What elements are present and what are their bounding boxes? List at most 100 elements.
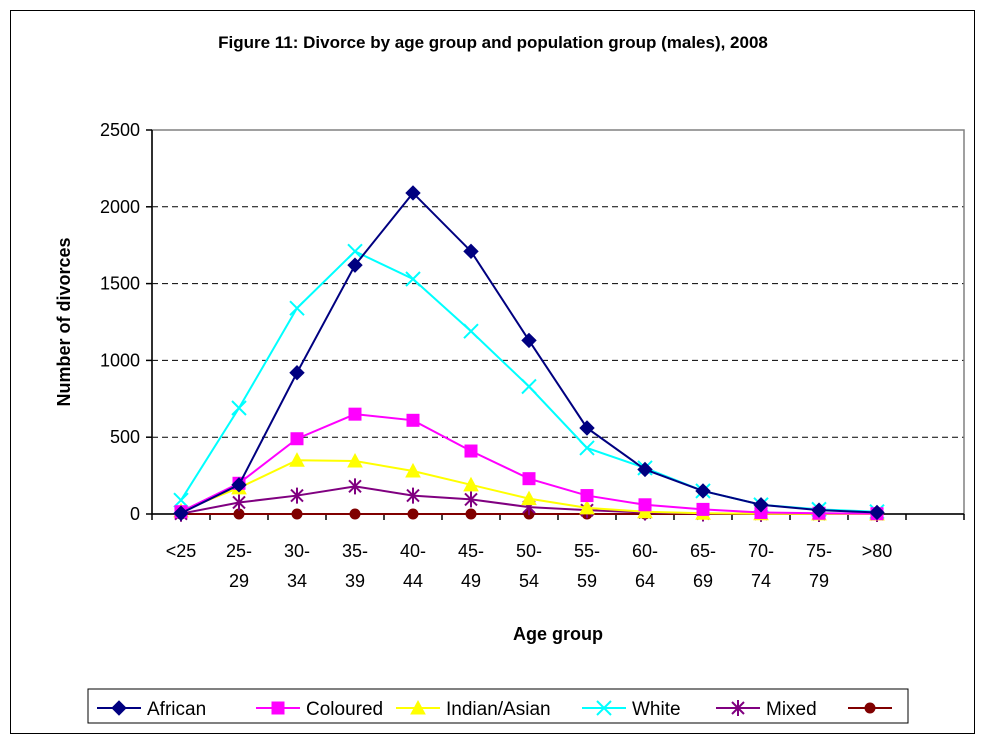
x-tick-label: 44: [403, 571, 423, 591]
x-tick-label: 55-: [574, 541, 600, 561]
data-point: [173, 505, 189, 521]
x-tick-label: 54: [519, 571, 539, 591]
x-tick-label: 75-: [806, 541, 832, 561]
legend-label: African: [147, 699, 206, 720]
data-point: [347, 452, 363, 468]
x-tick-label: 79: [809, 571, 829, 591]
data-point: [407, 508, 419, 520]
legend-item-mixed: Mixed: [716, 699, 817, 720]
y-tick-label: 1500: [100, 274, 140, 294]
data-point: [289, 364, 305, 381]
data-point: [464, 444, 478, 458]
data-point: [233, 508, 245, 520]
y-tick-label: 1000: [100, 350, 140, 370]
x-tick-label: 50-: [516, 541, 542, 561]
legend-marker: [596, 700, 612, 716]
x-tick-label: 30-: [284, 541, 310, 561]
data-point: [231, 400, 247, 416]
data-point: [348, 407, 362, 421]
data-point: [638, 498, 652, 512]
x-tick-label: 60-: [632, 541, 658, 561]
y-tick-label: 0: [130, 504, 140, 524]
data-point: [463, 476, 479, 492]
x-tick-label: 64: [635, 571, 655, 591]
x-tick-label: 45-: [458, 541, 484, 561]
legend-marker: [410, 699, 426, 715]
data-point: [405, 462, 421, 478]
legend-box: [87, 688, 909, 724]
legend-marker: [271, 701, 285, 715]
legend-marker: [731, 700, 745, 716]
data-point: [289, 300, 305, 316]
legend: African Coloured Indian/Asian White Mixed: [97, 699, 892, 720]
y-tick-label: 2500: [100, 120, 140, 140]
x-tick-label: 65-: [690, 541, 716, 561]
data-point: [406, 487, 420, 504]
gridlines: [152, 206, 964, 438]
series-african: [173, 185, 885, 521]
data-point: [521, 332, 537, 349]
data-point: [405, 271, 421, 287]
x-tick-label: 35-: [342, 541, 368, 561]
legend-item-coloured: Coloured: [256, 699, 383, 720]
data-point: [405, 185, 421, 201]
data-point: [231, 477, 247, 493]
x-axis: <25 25- 29 30- 34 35- 39 40- 44 45- 49 50- 54 55- 59 60…: [151, 513, 965, 591]
x-axis-title: Age group: [513, 624, 603, 644]
data-point: [290, 432, 304, 446]
data-point: [521, 490, 537, 506]
legend-marker: [111, 700, 127, 716]
data-point: [463, 243, 479, 260]
legend-item-unnamed: [848, 702, 892, 714]
data-point: [347, 257, 363, 273]
data-point: [811, 502, 827, 518]
data-point: [348, 478, 362, 495]
x-tick-label: 74: [751, 571, 771, 591]
data-point: [753, 497, 769, 513]
y-axis-title: Number of divorces: [54, 237, 74, 406]
legend-label: Mixed: [766, 699, 817, 720]
x-tick-label: <25: [166, 541, 197, 561]
x-tick-label: >80: [862, 541, 893, 561]
series-layer: [173, 185, 885, 522]
y-axis: 0 500 1000 1500 2000 2500: [100, 120, 153, 524]
data-point: [579, 440, 595, 456]
y-tick-label: 500: [110, 427, 140, 447]
data-point: [580, 489, 594, 503]
legend-label: Indian/Asian: [446, 699, 551, 720]
x-tick-label: 70-: [748, 541, 774, 561]
data-point: [232, 494, 246, 511]
data-point: [406, 413, 420, 427]
data-point: [869, 504, 885, 521]
data-point: [522, 472, 536, 486]
data-point: [463, 323, 479, 339]
legend-label: Coloured: [306, 699, 383, 720]
data-point: [464, 491, 478, 508]
data-point: [579, 499, 595, 515]
x-tick-label: 34: [287, 571, 307, 591]
data-point: [347, 243, 363, 260]
legend-label: White: [632, 699, 681, 720]
x-tick-label: 49: [461, 571, 481, 591]
data-point: [696, 502, 710, 516]
data-point: [289, 452, 305, 467]
x-tick-label: 39: [345, 571, 365, 591]
y-tick-label: 2000: [100, 197, 140, 217]
data-point: [173, 492, 189, 508]
x-tick-label: 69: [693, 571, 713, 591]
x-tick-label: 29: [229, 571, 249, 591]
data-point: [695, 483, 711, 499]
x-tick-label: 40-: [400, 541, 426, 561]
data-point: [637, 461, 653, 478]
data-point: [290, 487, 304, 504]
data-point: [349, 508, 361, 520]
x-tick-label: 59: [577, 571, 597, 591]
data-point: [465, 508, 477, 520]
data-point: [579, 420, 595, 436]
legend-item-white: White: [582, 699, 681, 720]
data-point: [291, 508, 303, 520]
chart-title: Figure 11: Divorce by age group and popu…: [218, 33, 768, 52]
x-tick-label: 25-: [226, 541, 252, 561]
legend-item-indian-asian: Indian/Asian: [396, 699, 551, 720]
